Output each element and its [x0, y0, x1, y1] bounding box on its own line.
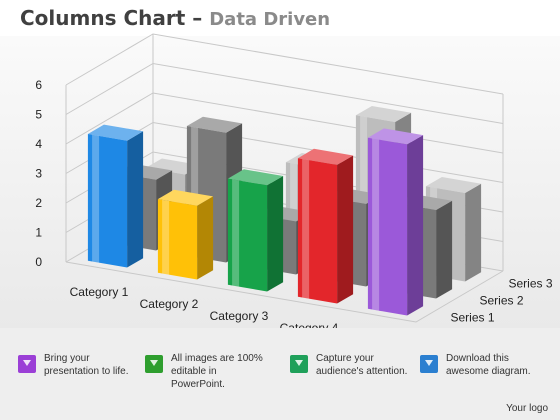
bar-side — [407, 135, 423, 315]
bar-highlight — [92, 135, 99, 263]
gridline — [66, 64, 503, 124]
blue-tile-icon — [420, 355, 438, 373]
purple-tile-icon — [18, 355, 36, 373]
footer-text: Download this awesome diagram. — [446, 352, 546, 378]
series-label: Series 1 — [451, 311, 495, 325]
footer-text: Bring your presentation to life. — [44, 352, 144, 378]
series-label: Series 3 — [509, 277, 553, 291]
footer-item: Download this awesome diagram. — [420, 352, 546, 378]
green-tile-icon — [290, 355, 308, 373]
y-tick-label: 4 — [35, 137, 42, 151]
y-tick-label: 5 — [35, 108, 42, 122]
y-tick-label: 6 — [35, 78, 42, 92]
bar-side — [267, 176, 283, 292]
bar-side — [337, 156, 353, 304]
footer-item: Capture your audience's attention. — [290, 352, 416, 378]
category-label: Category 2 — [140, 297, 199, 311]
bar-highlight — [162, 200, 169, 275]
footer-text: All images are 100% editable in PowerPoi… — [171, 352, 271, 391]
y-tick-label: 3 — [35, 167, 42, 181]
footer-item: Bring your presentation to life. — [18, 352, 144, 378]
footer-bar: Bring your presentation to life. All ima… — [0, 328, 560, 420]
category-label: Category 3 — [210, 309, 269, 323]
bar-highlight — [302, 159, 309, 299]
footer-text: Capture your audience's attention. — [316, 352, 416, 378]
bar-highlight — [372, 138, 379, 310]
gridline — [66, 34, 503, 94]
logo: Your logo — [506, 403, 548, 414]
bar-highlight — [232, 179, 239, 286]
y-tick-label: 1 — [35, 226, 42, 240]
green-tile-icon — [145, 355, 163, 373]
bar-side — [436, 201, 452, 299]
bar-side — [465, 184, 481, 282]
series-label: Series 2 — [480, 294, 524, 308]
bar-side — [127, 131, 143, 267]
y-tick-label: 0 — [35, 255, 42, 269]
y-tick-label: 2 — [35, 196, 42, 210]
footer-item: All images are 100% editable in PowerPoi… — [145, 352, 271, 391]
category-label: Category 1 — [70, 285, 129, 299]
bar-side — [197, 196, 213, 279]
